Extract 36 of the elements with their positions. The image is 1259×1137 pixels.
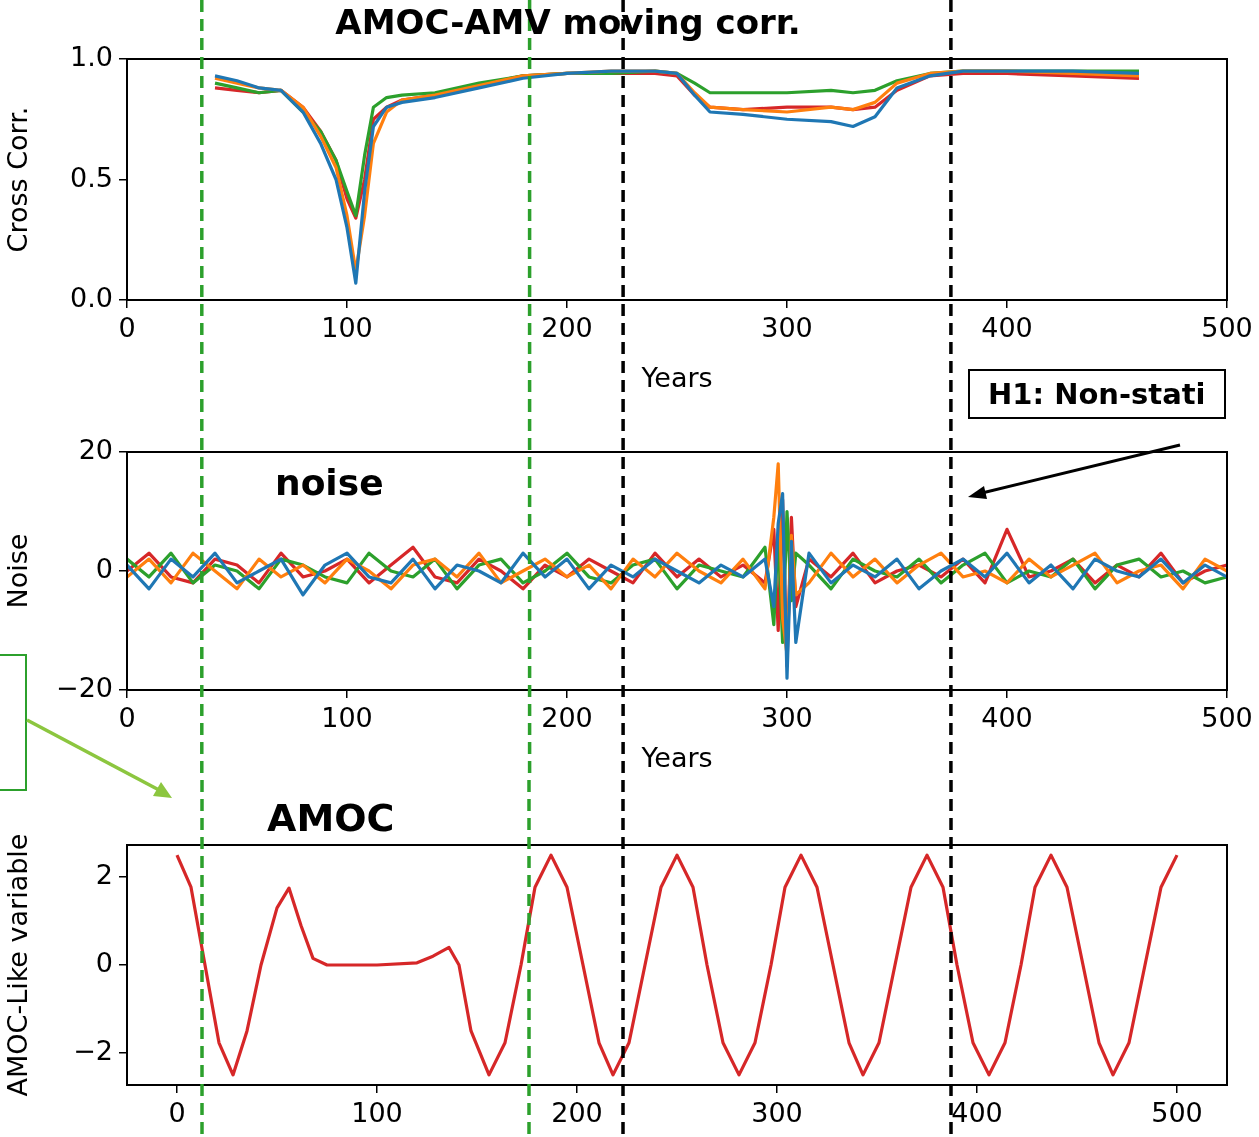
- x-tick-label: 500: [1201, 702, 1253, 734]
- x-tick-label: 100: [321, 702, 373, 734]
- y-tick-label: −2: [73, 1034, 113, 1066]
- x-tick-label: 100: [351, 1097, 403, 1129]
- text: H1: Non-stati: [968, 369, 1226, 419]
- y-axis-title: AMOC-Like variable: [2, 833, 34, 1097]
- y-tick-label: 1.0: [70, 41, 113, 73]
- y-tick-label: −20: [56, 672, 113, 704]
- y-tick-label: 0.0: [70, 282, 113, 314]
- y-tick-label: 20: [78, 434, 113, 466]
- x-tick-label: 400: [981, 312, 1033, 344]
- x-tick-label: 200: [551, 1097, 603, 1129]
- x-axis-title: Years: [640, 361, 713, 393]
- x-tick-label: 0: [118, 702, 136, 734]
- y-tick-label: 0.5: [70, 161, 113, 193]
- x-tick-label: 200: [541, 702, 593, 734]
- x-tick-label: 400: [981, 702, 1033, 734]
- y-axis-title: Cross Corr.: [2, 106, 34, 253]
- x-tick-label: 100: [321, 312, 373, 344]
- y-axis-title: Noise: [2, 533, 34, 609]
- x-tick-label: 500: [1201, 312, 1253, 344]
- x-tick-label: 200: [541, 312, 593, 344]
- x-tick-label: 300: [761, 702, 813, 734]
- x-axis-title: Years: [640, 741, 713, 773]
- x-tick-label: 0: [118, 312, 136, 344]
- x-tick-label: 500: [1151, 1097, 1203, 1129]
- annotation: noise: [275, 462, 384, 503]
- x-tick-label: 300: [751, 1097, 803, 1129]
- chart-title: AMOC-AMV moving corr.: [335, 1, 801, 42]
- y-tick-label: 0: [95, 947, 113, 979]
- text: AMOC: [267, 796, 395, 840]
- x-tick-label: 400: [951, 1097, 1003, 1129]
- y-tick-label: 2: [95, 859, 113, 891]
- y-tick-label: 0: [95, 553, 113, 585]
- x-tick-label: 0: [168, 1097, 186, 1129]
- x-tick-label: 300: [761, 312, 813, 344]
